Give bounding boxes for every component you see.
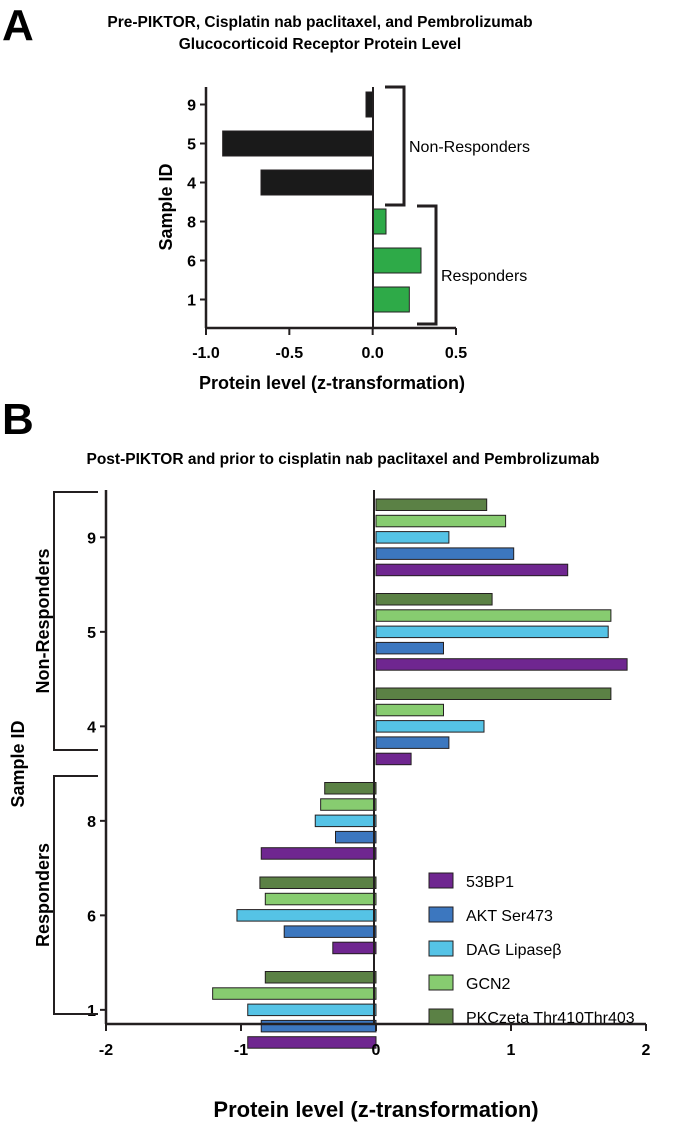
panel-b-bar-8-gcn2	[320, 798, 377, 811]
panel-b-x-tick-label: 0	[372, 1042, 381, 1059]
panel-a-non-responders-label: Non-Responders	[409, 139, 530, 156]
panel-a-x-tick-label: -1.0	[192, 345, 220, 362]
panel-b-y-tick-label-9: 9	[87, 530, 96, 547]
panel-a-bar-1	[372, 286, 410, 313]
legend-swatch-pkczeta-thr410thr403	[428, 1008, 454, 1025]
panel-b-bar-5-gcn2	[375, 609, 612, 622]
panel-b-bar-1-gcn2	[212, 987, 377, 1000]
panel-b-bar-6-akt-ser473	[283, 925, 377, 938]
panel-b-y-tick-label-4: 4	[87, 719, 96, 736]
panel-a-bar-5	[222, 130, 374, 157]
panel-b: B Post-PIKTOR and prior to cisplatin nab…	[2, 395, 651, 1122]
panel-b-y-tick-label-5: 5	[87, 625, 96, 642]
legend-label-gcn2: GCN2	[466, 976, 511, 993]
panel-b-non-responders-bracket	[53, 491, 98, 751]
panel-b-bar-4-gcn2	[375, 703, 444, 717]
panel-a-bar-4	[260, 169, 374, 196]
legend-label-53bp1: 53BP1	[466, 874, 514, 891]
panel-b-x-label: Protein level (z-transformation)	[213, 1097, 538, 1122]
panel-a-y-ticks: 9 5 4 8 6 1	[187, 98, 206, 310]
panel-b-y-tick-label-8: 8	[87, 814, 96, 831]
panel-b-title: Post-PIKTOR and prior to cisplatin nab p…	[86, 451, 599, 468]
panel-a-letter: A	[2, 1, 34, 50]
panel-a-bar-8	[372, 208, 387, 235]
panel-a-bar-9	[365, 91, 374, 118]
legend-label-akt-ser473: AKT Ser473	[466, 908, 553, 925]
panel-b-bar-9-53bp1	[375, 563, 569, 577]
panel-b-bar-5-pkczeta-thr410thr403	[375, 593, 493, 606]
panel-a-non-responders-bracket	[385, 85, 406, 207]
panel-b-bar-1-dag-lipaseβ	[247, 1003, 377, 1017]
panel-a-y-label: Sample ID	[156, 163, 176, 250]
panel-b-bar-9-akt-ser473	[375, 547, 515, 560]
panel-a-title: Pre-PIKTOR, Cisplatin nab paclitaxel, an…	[107, 14, 532, 31]
legend-swatch-akt-ser473	[428, 906, 454, 923]
panel-b-x-tick-label: -2	[99, 1042, 113, 1059]
panel-b-responders-bracket	[53, 775, 98, 1015]
panel-b-bar-1-akt-ser473	[260, 1019, 377, 1033]
panel-b-bar-4-dag-lipaseβ	[375, 720, 485, 733]
panel-a-subtitle: Glucocorticoid Receptor Protein Level	[179, 36, 462, 53]
panel-b-responders-label: Responders	[33, 843, 53, 947]
legend-swatch-53bp1	[428, 872, 454, 889]
panel-b-bar-4-53bp1	[375, 752, 412, 766]
panel-b-x-ticks: -2 -1 0 1 2	[99, 1024, 651, 1059]
panel-a-bar-6	[372, 247, 422, 274]
panel-a-responders-label: Responders	[441, 268, 527, 285]
panel-b-bar-6-53bp1	[332, 941, 377, 955]
panel-b-x-tick-label: -1	[234, 1042, 248, 1059]
panel-b-bar-9-pkczeta-thr410thr403	[375, 498, 488, 511]
panel-b-bar-8-akt-ser473	[335, 830, 377, 844]
panel-a-x-tick-label: 0.0	[362, 345, 384, 362]
panel-a-y-tick-label-4: 4	[187, 176, 196, 193]
panel-b-bar-1-pkczeta-thr410thr403	[264, 971, 377, 984]
panel-b-bar-6-pkczeta-thr410thr403	[259, 876, 377, 889]
legend-swatch-gcn2	[428, 974, 454, 991]
panel-b-x-tick-label: 2	[642, 1042, 651, 1059]
panel-a-y-tick-label-9: 9	[187, 98, 196, 115]
panel-b-bar-9-dag-lipaseβ	[375, 531, 450, 544]
panel-b-bar-4-akt-ser473	[375, 736, 450, 749]
panel-b-y-tick-label-6: 6	[87, 908, 96, 925]
panel-b-non-responders-label: Non-Responders	[33, 548, 53, 693]
panel-b-legend: 53BP1 AKT Ser473 DAG Lipaseβ GCN2 PKCzeta Th…	[428, 872, 635, 1027]
panel-b-bar-8-pkczeta-thr410thr403	[324, 782, 377, 795]
panel-a-x-label: Protein level (z-transformation)	[199, 373, 465, 393]
legend-label-dag-lipaseβ: DAG Lipaseβ	[466, 942, 561, 959]
panel-a: A Pre-PIKTOR, Cisplatin nab paclitaxel, …	[2, 1, 533, 393]
panel-b-bar-9-gcn2	[375, 514, 507, 528]
panel-b-bar-5-53bp1	[375, 658, 628, 671]
panel-b-bars	[212, 498, 628, 1049]
panel-b-letter: B	[2, 395, 34, 444]
panel-a-responders-bracket	[417, 204, 438, 326]
panel-a-y-tick-label-6: 6	[187, 254, 196, 271]
legend-swatch-dag-lipaseβ	[428, 940, 454, 957]
panel-a-bars	[222, 91, 422, 313]
panel-a-y-tick-label-5: 5	[187, 137, 196, 154]
panel-b-y-tick-label-1: 1	[87, 1003, 96, 1020]
panel-b-bar-5-dag-lipaseβ	[375, 625, 609, 639]
legend-label-pkczeta-thr410thr403: PKCzeta Thr410Thr403	[466, 1010, 635, 1027]
panel-b-bar-6-gcn2	[264, 892, 377, 906]
panel-b-x-tick-label: 1	[507, 1042, 516, 1059]
panel-a-y-tick-label-1: 1	[187, 293, 196, 310]
panel-a-x-ticks: -1.0 -0.5 0.0 0.5	[192, 328, 467, 362]
panel-b-y-ticks: 9 5 4 8 6 1	[87, 530, 106, 1020]
panel-b-bar-8-dag-lipaseβ	[314, 814, 377, 828]
panel-b-bar-8-53bp1	[260, 847, 377, 860]
panel-b-bar-5-akt-ser473	[375, 641, 444, 655]
panel-a-x-tick-label: 0.5	[445, 345, 467, 362]
panel-b-bar-6-dag-lipaseβ	[236, 909, 377, 922]
panel-b-bar-1-53bp1	[247, 1036, 377, 1049]
panel-b-y-label: Sample ID	[8, 720, 28, 807]
panel-a-x-tick-label: -0.5	[276, 345, 304, 362]
panel-a-y-tick-label-8: 8	[187, 215, 196, 232]
panel-b-bar-4-pkczeta-thr410thr403	[375, 687, 612, 700]
